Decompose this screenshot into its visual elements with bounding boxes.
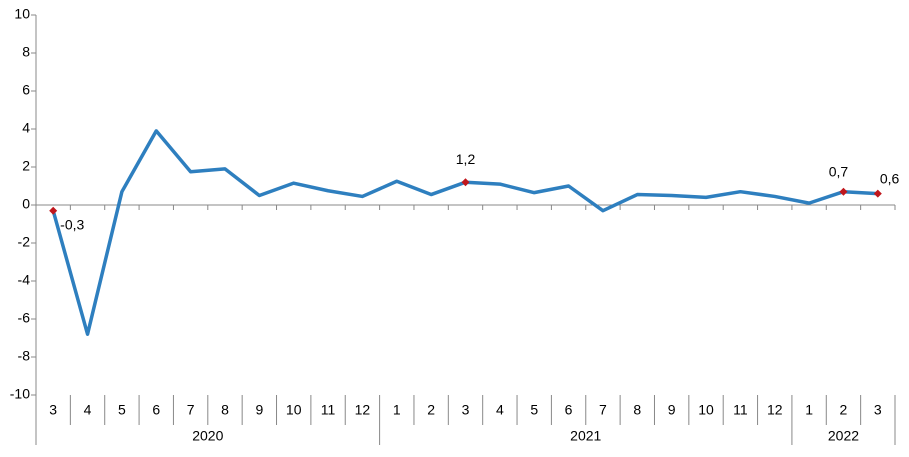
x-tick-label: 3 — [462, 402, 470, 418]
x-tick-label: 11 — [321, 402, 336, 418]
x-tick-label: 3 — [49, 402, 57, 418]
marker — [873, 189, 882, 198]
data-label: -0,3 — [60, 216, 84, 232]
x-tick-label: 4 — [496, 402, 504, 418]
x-tick-label: 6 — [565, 402, 573, 418]
x-tick-label: 7 — [187, 402, 195, 418]
y-tick-label: 2 — [22, 158, 30, 174]
x-tick-label: 9 — [668, 402, 676, 418]
data-label: 1,2 — [456, 151, 476, 167]
x-tick-label: 2 — [840, 402, 848, 418]
y-tick-label: 8 — [22, 44, 30, 60]
x-tick-label: 5 — [118, 402, 126, 418]
x-tick-label: 12 — [355, 402, 371, 418]
data-label: 0,6 — [880, 170, 900, 186]
marker — [461, 178, 470, 187]
marker — [49, 206, 58, 215]
group-label: 2021 — [570, 428, 601, 444]
marker — [839, 187, 848, 196]
x-tick-label: 1 — [805, 402, 813, 418]
y-tick-label: 0 — [22, 196, 30, 212]
y-tick-label: -4 — [18, 272, 31, 288]
x-tick-label: 4 — [84, 402, 92, 418]
y-tick-label: 10 — [14, 6, 30, 22]
x-tick-label: 2 — [427, 402, 435, 418]
x-tick-label: 8 — [633, 402, 641, 418]
y-tick-label: -2 — [18, 234, 31, 250]
x-tick-label: 10 — [698, 402, 714, 418]
y-tick-label: 6 — [22, 82, 30, 98]
x-tick-label: 12 — [767, 402, 783, 418]
y-tick-label: 4 — [22, 120, 30, 136]
x-tick-label: 7 — [599, 402, 607, 418]
y-tick-label: -6 — [18, 310, 31, 326]
group-label: 2020 — [192, 428, 223, 444]
x-tick-label: 1 — [393, 402, 401, 418]
y-tick-label: -10 — [10, 386, 30, 402]
x-tick-label: 9 — [255, 402, 263, 418]
data-label: 0,7 — [829, 163, 849, 179]
x-tick-label: 3 — [874, 402, 882, 418]
group-label: 2022 — [828, 428, 859, 444]
y-tick-label: -8 — [18, 348, 31, 364]
x-tick-label: 5 — [530, 402, 538, 418]
x-tick-label: 8 — [221, 402, 229, 418]
x-tick-label: 10 — [286, 402, 302, 418]
x-tick-label: 6 — [152, 402, 160, 418]
x-tick-label: 11 — [733, 402, 748, 418]
